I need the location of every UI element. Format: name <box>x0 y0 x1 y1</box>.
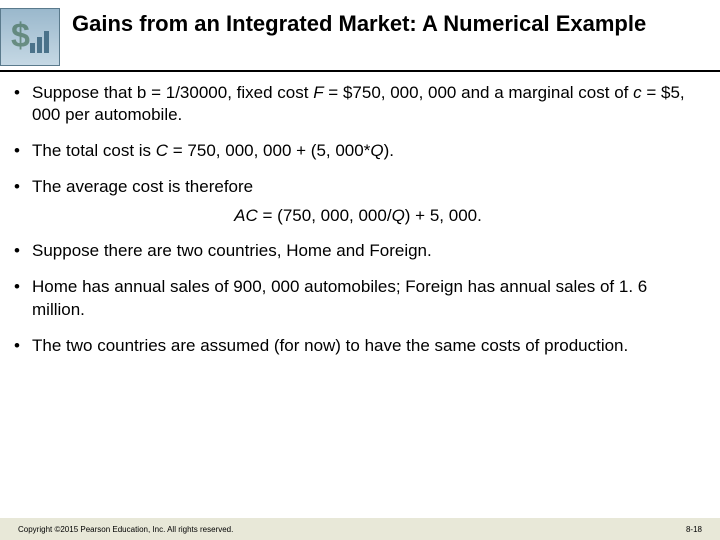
slide-footer: Copyright ©2015 Pearson Education, Inc. … <box>0 518 720 540</box>
bullet-item: The two countries are assumed (for now) … <box>14 335 702 357</box>
slide-header: $ Gains from an Integrated Market: A Num… <box>0 0 720 72</box>
bullet-list-2: Suppose there are two countries, Home an… <box>14 240 702 356</box>
copyright-text: Copyright ©2015 Pearson Education, Inc. … <box>18 525 233 534</box>
bullet-item: Suppose there are two countries, Home an… <box>14 240 702 262</box>
slide-title: Gains from an Integrated Market: A Numer… <box>72 8 646 38</box>
bullet-list-1: Suppose that b = 1/30000, fixed cost F =… <box>14 82 702 198</box>
formula-line: AC = (750, 000, 000/Q) + 5, 000. <box>14 206 702 226</box>
bars-icon <box>30 31 49 53</box>
page-number: 8-18 <box>686 525 702 534</box>
slide-content: Suppose that b = 1/30000, fixed cost F =… <box>0 82 720 357</box>
bullet-item: The total cost is C = 750, 000, 000 + (5… <box>14 140 702 162</box>
bullet-item: Suppose that b = 1/30000, fixed cost F =… <box>14 82 702 126</box>
bullet-item: Home has annual sales of 900, 000 automo… <box>14 276 702 320</box>
brand-logo: $ <box>0 8 60 66</box>
dollar-icon: $ <box>11 17 30 56</box>
bullet-item: The average cost is therefore <box>14 176 702 198</box>
